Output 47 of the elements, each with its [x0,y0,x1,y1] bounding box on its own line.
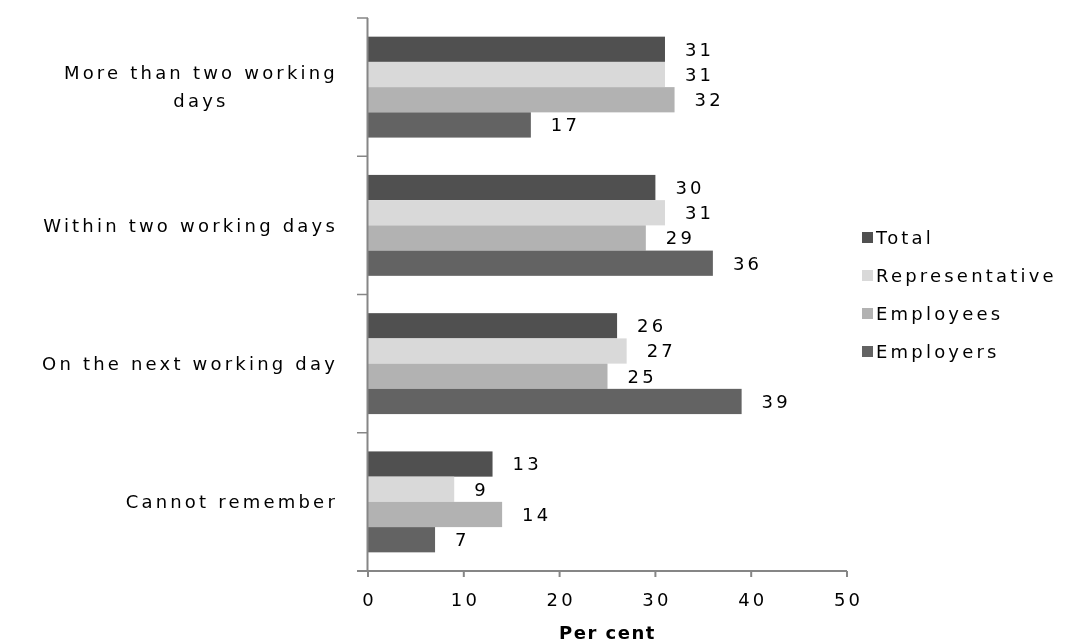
data-label: 25 [627,365,657,387]
data-label: 14 [522,503,552,525]
legend-label: Representative [876,264,1057,286]
x-tick-label: 10 [450,589,481,611]
y-tick-label: Cannot remember [125,491,339,513]
x-tick-label: 30 [642,589,672,611]
bar [368,36,665,62]
y-tick-label: Within two working days [43,214,338,236]
x-tick-label: 0 [362,589,377,611]
y-tick-label: More than two working days [63,62,338,112]
bar [368,87,675,113]
data-label: 31 [684,202,715,224]
legend-label: Employers [876,340,1000,362]
data-label: 30 [675,176,705,198]
bar [368,501,503,528]
x-tick-label: 20 [546,589,576,611]
legend-label: Total [875,226,935,248]
bar [368,451,493,477]
bar [368,338,627,364]
bar [368,61,665,88]
x-tick-label: 40 [738,589,768,611]
y-tick-label: On the next working day [42,352,338,374]
bar [368,225,646,251]
bar [368,363,608,389]
bar [368,527,436,553]
bar [368,250,713,276]
legend-label: Employees [876,302,1004,324]
bar [368,200,665,226]
bar [368,476,455,502]
data-label: 32 [694,89,724,111]
bar [368,388,742,415]
data-label: 7 [455,529,470,551]
data-label: 31 [684,38,715,60]
x-tick-label: 50 [833,589,864,611]
data-label: 13 [512,453,542,475]
bar [368,112,531,138]
data-label: 29 [665,227,696,249]
data-label: 9 [474,478,489,500]
data-label: 39 [761,390,791,412]
bar [368,174,656,201]
bar [368,313,618,339]
x-axis-title: Per cent [559,622,656,644]
data-label: 27 [646,340,676,362]
data-label: 26 [637,315,667,337]
data-label: 17 [550,114,581,136]
data-label: 31 [684,63,715,85]
data-label: 36 [732,252,763,274]
